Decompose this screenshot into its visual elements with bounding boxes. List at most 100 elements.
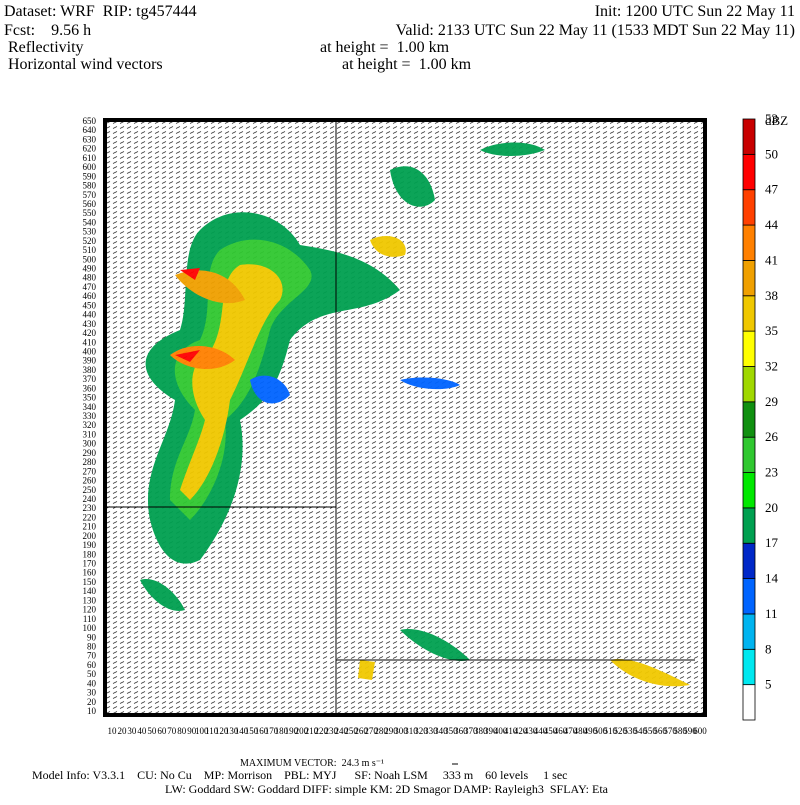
y-tick-label: 20: [87, 697, 97, 707]
x-tick-label: 560: [653, 726, 667, 736]
color-swatch: [742, 224, 756, 261]
color-swatch: [742, 507, 756, 544]
x-tick-label: 400: [494, 726, 508, 736]
color-swatch: [742, 648, 756, 686]
colorbar-label: 5: [765, 677, 772, 692]
x-tick-label: 340: [434, 726, 448, 736]
y-tick-label: 70: [87, 651, 97, 661]
y-tick-label: 340: [83, 402, 97, 412]
color-swatch: [742, 295, 756, 332]
y-tick-label: 610: [83, 153, 97, 163]
field-name: Horizontal wind vectors: [8, 56, 163, 73]
y-axis: 1020304050607080901001101201301401501601…: [83, 116, 97, 716]
y-tick-label: 270: [83, 466, 97, 476]
colorbar-label: 23: [765, 465, 778, 480]
y-tick-label: 160: [83, 568, 97, 578]
y-tick-label: 540: [83, 217, 97, 227]
y-tick-label: 150: [83, 577, 97, 587]
x-tick-label: 410: [504, 726, 518, 736]
y-tick-label: 380: [83, 365, 97, 375]
colorbar-label: 11: [765, 606, 778, 621]
y-tick-label: 240: [83, 494, 97, 504]
x-tick-label: 40: [137, 726, 147, 736]
color-swatch: [742, 366, 756, 403]
y-tick-label: 80: [87, 641, 97, 651]
y-tick-label: 50: [87, 669, 97, 679]
x-tick-label: 540: [633, 726, 647, 736]
valid-time: Valid: 2133 UTC Sun 22 May 11 (1533 MDT …: [396, 22, 795, 39]
physics-info: LW: Goddard SW: Goddard DIFF: simple KM:…: [165, 782, 609, 796]
colorbar-label: 41: [765, 252, 778, 267]
x-tick-label: 500: [594, 726, 608, 736]
y-tick-label: 290: [83, 448, 97, 458]
y-tick-label: 410: [83, 337, 97, 347]
y-tick-label: 440: [83, 310, 97, 320]
y-tick-label: 220: [83, 512, 97, 522]
y-tick-label: 500: [83, 254, 97, 264]
x-tick-label: 420: [514, 726, 528, 736]
x-tick-label: 430: [524, 726, 538, 736]
y-tick-label: 280: [83, 457, 97, 467]
color-swatch: [742, 330, 756, 367]
x-tick-label: 240: [334, 726, 348, 736]
colorbar-label: 32: [765, 358, 778, 373]
x-tick-label: 380: [474, 726, 488, 736]
y-tick-label: 190: [83, 540, 97, 550]
x-tick-label: 570: [663, 726, 677, 736]
x-axis: 10 20 30 40 50 60 70 80 901001101201301401501601…: [108, 726, 708, 736]
x-tick-label: 350: [444, 726, 458, 736]
x-tick-label: 160: [255, 726, 269, 736]
x-tick-label: 220: [315, 726, 329, 736]
y-tick-label: 490: [83, 264, 97, 274]
x-tick-label: 150: [245, 726, 259, 736]
y-tick-label: 460: [83, 291, 97, 301]
y-tick-label: 510: [83, 245, 97, 255]
x-tick-label: 140: [235, 726, 249, 736]
colorbar-label: 14: [765, 571, 779, 586]
y-tick-label: 230: [83, 503, 97, 513]
y-tick-label: 300: [83, 439, 97, 449]
color-swatch: [742, 542, 756, 579]
color-swatch: [742, 436, 756, 473]
x-tick-label: 450: [544, 726, 558, 736]
x-tick-label: 440: [534, 726, 548, 736]
color-swatch: [742, 578, 756, 615]
y-tick-label: 260: [83, 476, 97, 486]
y-tick-label: 110: [83, 614, 97, 624]
x-tick-label: 120: [215, 726, 229, 736]
color-swatch: [742, 153, 756, 191]
x-tick-label: 490: [584, 726, 598, 736]
y-tick-label: 570: [83, 190, 97, 200]
y-tick-label: 60: [87, 660, 97, 670]
y-tick-label: 180: [83, 549, 97, 559]
x-tick-label: 100: [195, 726, 209, 736]
x-tick-label: 30: [127, 726, 137, 736]
colorbar-label: 8: [765, 641, 772, 656]
x-tick-label: 310: [404, 726, 418, 736]
color-swatch: [742, 684, 756, 721]
x-tick-label: 590: [683, 726, 697, 736]
x-tick-label: 300: [394, 726, 408, 736]
x-tick-label: 470: [564, 726, 578, 736]
color-swatch: [742, 189, 756, 226]
y-tick-label: 130: [83, 595, 97, 605]
x-tick-label: 460: [554, 726, 568, 736]
x-tick-label: 170: [265, 726, 279, 736]
colorbar-label: 35: [765, 323, 778, 338]
x-tick-label: 360: [454, 726, 468, 736]
x-tick-label: 10: [108, 726, 118, 736]
x-tick-label: 60: [157, 726, 167, 736]
y-tick-label: 600: [83, 162, 97, 172]
y-tick-label: 10: [87, 706, 97, 716]
x-tick-label: 580: [673, 726, 687, 736]
colorbar-label: 53: [765, 111, 778, 126]
x-tick-label: 20: [117, 726, 127, 736]
colorbar-label: 47: [765, 182, 779, 197]
y-tick-label: 640: [83, 125, 97, 135]
color-swatch: [742, 472, 756, 509]
y-tick-label: 450: [83, 300, 97, 310]
y-tick-label: 250: [83, 485, 97, 495]
y-tick-label: 620: [83, 144, 97, 154]
y-tick-label: 420: [83, 328, 97, 338]
